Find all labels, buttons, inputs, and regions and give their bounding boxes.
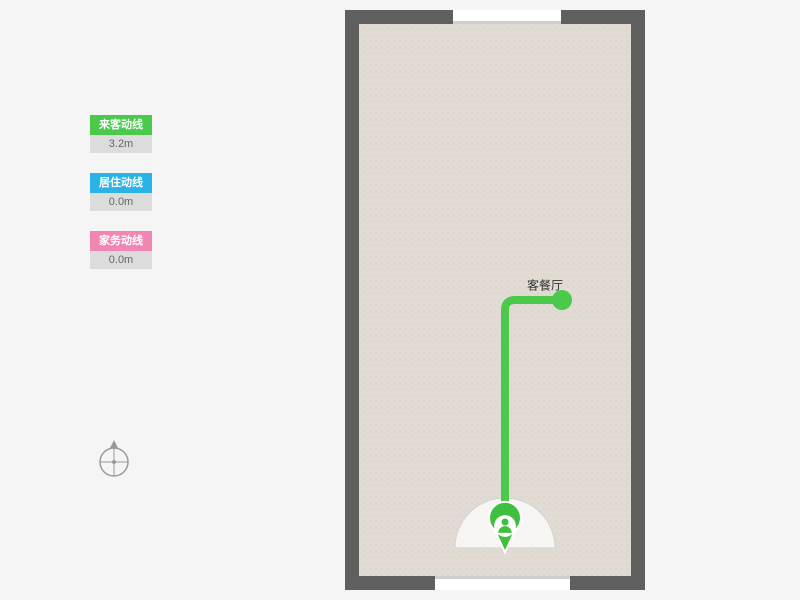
legend-value: 0.0m — [90, 193, 152, 211]
legend-value: 0.0m — [90, 251, 152, 269]
legend-label: 来客动线 — [90, 115, 152, 135]
legend-item: 来客动线3.2m — [90, 115, 152, 153]
legend-item: 居住动线0.0m — [90, 173, 152, 211]
legend-item: 家务动线0.0m — [90, 231, 152, 269]
legend: 来客动线3.2m居住动线0.0m家务动线0.0m — [90, 115, 152, 289]
floor-plan — [345, 10, 645, 590]
legend-label: 家务动线 — [90, 231, 152, 251]
legend-label: 居住动线 — [90, 173, 152, 193]
room-label: 客餐厅 — [527, 277, 563, 294]
canvas: 来客动线3.2m居住动线0.0m家务动线0.0m 客餐厅 — [0, 0, 800, 600]
legend-value: 3.2m — [90, 135, 152, 153]
compass-icon — [98, 440, 130, 480]
